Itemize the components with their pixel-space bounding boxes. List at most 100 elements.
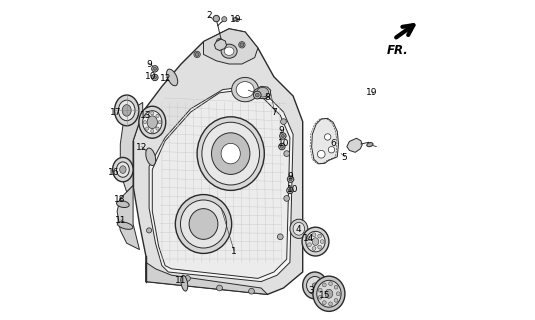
Circle shape bbox=[323, 283, 326, 287]
Ellipse shape bbox=[120, 166, 126, 173]
Polygon shape bbox=[312, 118, 339, 164]
Circle shape bbox=[318, 288, 322, 292]
Circle shape bbox=[240, 43, 244, 47]
Circle shape bbox=[151, 112, 154, 115]
Circle shape bbox=[146, 114, 149, 117]
Ellipse shape bbox=[143, 111, 162, 134]
Polygon shape bbox=[133, 29, 303, 294]
Circle shape bbox=[185, 276, 190, 281]
Circle shape bbox=[153, 76, 156, 79]
Text: 6: 6 bbox=[330, 139, 335, 148]
Circle shape bbox=[255, 93, 259, 97]
Ellipse shape bbox=[236, 82, 254, 98]
Ellipse shape bbox=[117, 162, 129, 177]
Ellipse shape bbox=[189, 209, 218, 239]
Ellipse shape bbox=[221, 44, 237, 58]
Circle shape bbox=[328, 282, 332, 285]
Ellipse shape bbox=[166, 69, 178, 86]
Text: 10: 10 bbox=[278, 139, 289, 148]
Circle shape bbox=[151, 66, 158, 72]
Circle shape bbox=[317, 150, 325, 158]
Circle shape bbox=[147, 228, 151, 233]
Circle shape bbox=[217, 285, 223, 291]
Text: 14: 14 bbox=[303, 234, 315, 243]
Polygon shape bbox=[117, 186, 140, 250]
Ellipse shape bbox=[113, 157, 133, 182]
Ellipse shape bbox=[197, 117, 264, 190]
Text: 12: 12 bbox=[160, 74, 172, 83]
Text: 17: 17 bbox=[110, 108, 121, 116]
Polygon shape bbox=[254, 86, 271, 99]
Circle shape bbox=[280, 145, 284, 148]
Circle shape bbox=[194, 51, 200, 58]
Text: 9: 9 bbox=[278, 126, 284, 135]
Circle shape bbox=[324, 134, 331, 140]
Circle shape bbox=[312, 233, 316, 237]
Text: 18: 18 bbox=[114, 195, 125, 204]
Ellipse shape bbox=[257, 87, 269, 97]
Circle shape bbox=[143, 125, 148, 131]
Polygon shape bbox=[203, 29, 258, 64]
Ellipse shape bbox=[306, 231, 325, 252]
Circle shape bbox=[279, 143, 285, 150]
Polygon shape bbox=[149, 86, 293, 282]
Polygon shape bbox=[146, 262, 268, 294]
Ellipse shape bbox=[117, 222, 133, 229]
Ellipse shape bbox=[232, 77, 258, 102]
Circle shape bbox=[308, 243, 311, 247]
Ellipse shape bbox=[180, 200, 226, 248]
Circle shape bbox=[312, 283, 317, 288]
Circle shape bbox=[281, 119, 286, 124]
Text: 19: 19 bbox=[231, 15, 242, 24]
Circle shape bbox=[195, 52, 199, 56]
Ellipse shape bbox=[118, 100, 135, 121]
Ellipse shape bbox=[175, 195, 232, 253]
Circle shape bbox=[146, 127, 149, 130]
Ellipse shape bbox=[181, 275, 188, 291]
Circle shape bbox=[320, 240, 324, 244]
Circle shape bbox=[323, 301, 326, 305]
Circle shape bbox=[239, 42, 245, 48]
Polygon shape bbox=[215, 39, 226, 51]
Circle shape bbox=[312, 246, 316, 250]
Ellipse shape bbox=[221, 143, 240, 164]
Text: 10: 10 bbox=[145, 72, 156, 81]
Ellipse shape bbox=[317, 280, 341, 307]
Ellipse shape bbox=[307, 276, 323, 294]
Circle shape bbox=[156, 127, 159, 130]
Ellipse shape bbox=[139, 106, 166, 138]
Circle shape bbox=[278, 234, 283, 240]
Ellipse shape bbox=[302, 227, 329, 256]
Circle shape bbox=[287, 187, 293, 194]
Text: 2: 2 bbox=[207, 11, 212, 20]
Circle shape bbox=[287, 176, 294, 182]
Ellipse shape bbox=[122, 105, 131, 116]
Text: 5: 5 bbox=[342, 153, 348, 162]
Circle shape bbox=[334, 285, 338, 289]
Text: 3: 3 bbox=[308, 286, 314, 295]
Ellipse shape bbox=[233, 18, 238, 21]
Text: 13: 13 bbox=[140, 111, 151, 120]
Text: FR.: FR. bbox=[387, 44, 408, 57]
Circle shape bbox=[143, 121, 147, 124]
Ellipse shape bbox=[211, 133, 250, 174]
Ellipse shape bbox=[202, 122, 259, 185]
Circle shape bbox=[249, 288, 254, 294]
Text: 16: 16 bbox=[108, 168, 119, 177]
Text: 19: 19 bbox=[366, 88, 377, 97]
Text: 7: 7 bbox=[272, 108, 278, 117]
Polygon shape bbox=[347, 138, 362, 152]
Ellipse shape bbox=[117, 201, 129, 207]
Text: 11: 11 bbox=[175, 276, 186, 285]
Circle shape bbox=[318, 295, 322, 299]
Polygon shape bbox=[120, 102, 143, 192]
Circle shape bbox=[308, 236, 311, 240]
Text: 9: 9 bbox=[287, 172, 293, 181]
Text: 15: 15 bbox=[319, 292, 331, 300]
Circle shape bbox=[284, 151, 289, 156]
Text: 12: 12 bbox=[136, 143, 148, 152]
Circle shape bbox=[218, 40, 221, 44]
Circle shape bbox=[216, 38, 223, 45]
Circle shape bbox=[158, 121, 161, 124]
Circle shape bbox=[328, 302, 332, 306]
